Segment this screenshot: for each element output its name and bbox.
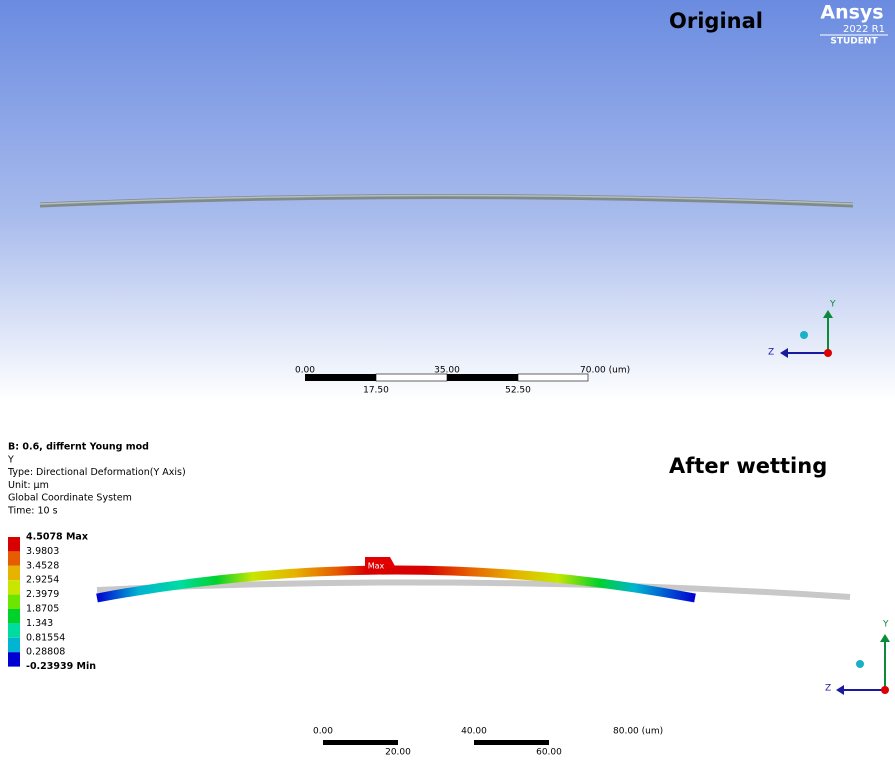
legend-swatch [8, 580, 20, 595]
legend-label: 3.9803 [26, 546, 59, 557]
legend-swatch [8, 609, 20, 624]
max-marker [365, 557, 396, 568]
axis-triad: Y Z [825, 620, 890, 695]
info-line: Global Coordinate System [8, 493, 132, 504]
legend-label: -0.23939 Min [26, 661, 96, 672]
legend-swatch [8, 623, 20, 638]
panel-title: Original [669, 9, 763, 33]
scale-label: 0.00 [295, 366, 315, 376]
scale-segment [447, 374, 518, 381]
beam-highlight [39, 194, 854, 205]
legend-label: 4.5078 Max [26, 532, 88, 543]
scale-label: 0.00 [313, 727, 333, 737]
scale-segment [474, 740, 549, 745]
scale-label: 35.00 [434, 366, 460, 376]
scale-label: 20.00 [385, 748, 411, 758]
info-line: Type: Directional Deformation(Y Axis) [7, 467, 186, 478]
axis-label: Z [825, 684, 831, 694]
legend: 4.5078 Max 3.9803 3.4528 2.9254 2.3979 1.8705… [8, 532, 96, 672]
axis-label: Z [768, 348, 774, 358]
scale-segment [398, 740, 474, 745]
legend-label: 1.8705 [26, 604, 59, 615]
logo-version: 2022 R1 [843, 24, 885, 35]
deformed-beam [96, 565, 696, 603]
info-line: Time: 10 s [7, 506, 58, 517]
logo-edition: STUDENT [830, 37, 878, 47]
legend-label: 0.81554 [26, 632, 65, 643]
scale-label: 60.00 [536, 748, 562, 758]
scale-label: 52.50 [505, 386, 531, 396]
scale-segment [305, 374, 376, 381]
legend-label: 2.3979 [26, 589, 59, 600]
scale-label: 80.00 (um) [613, 727, 663, 737]
info-line: Unit: µm [8, 480, 49, 491]
scale-label: 17.50 [363, 386, 389, 396]
legend-swatch [8, 551, 20, 566]
scale-label: 70.00 (um) [580, 366, 630, 376]
legend-label: 1.343 [26, 618, 53, 629]
legend-swatch [8, 594, 20, 609]
legend-swatch [8, 652, 20, 667]
scale-label: 40.00 [461, 727, 487, 737]
scale-segment [323, 740, 398, 745]
info-line: B: 0.6, differnt Young mod [8, 442, 149, 453]
legend-label: 0.28808 [26, 647, 65, 658]
scale-segment [517, 373, 589, 382]
legend-label: 2.9254 [26, 575, 59, 586]
logo-brand: Ansys [820, 2, 883, 24]
legend-swatch [8, 565, 20, 581]
axis-triad: Y Z [768, 300, 836, 358]
legend-swatch [8, 637, 20, 653]
panel-title: After wetting [669, 454, 827, 478]
axis-label: Y [829, 300, 836, 310]
legend-swatch [8, 537, 20, 552]
legend-label: 3.4528 [26, 560, 59, 571]
scale-segment [549, 740, 625, 745]
axis-label: Y [882, 620, 889, 630]
info-line: Y [7, 454, 14, 465]
beam [39, 194, 854, 208]
max-marker-label: Max [368, 562, 385, 571]
